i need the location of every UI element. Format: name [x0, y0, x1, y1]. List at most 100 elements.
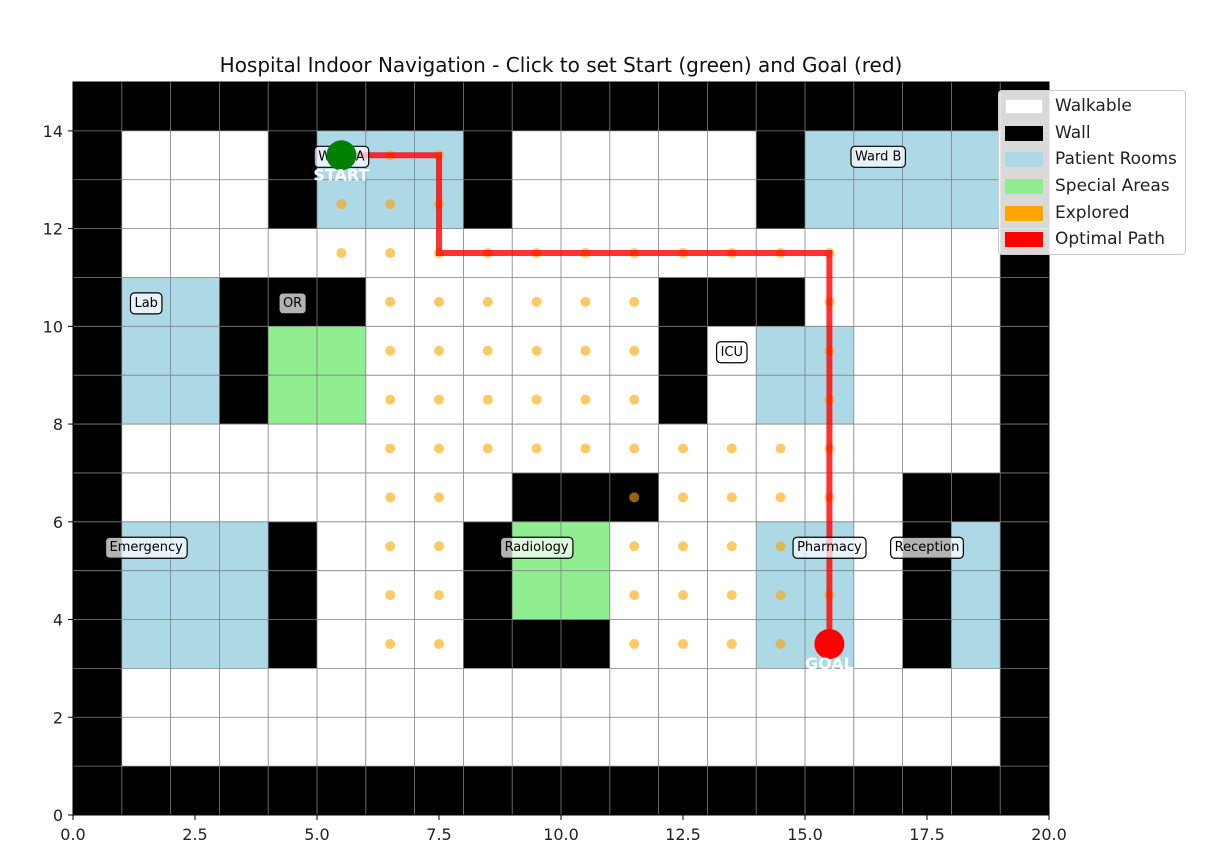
walkable-cell[interactable]: [463, 717, 513, 767]
walkable-cell[interactable]: [512, 668, 561, 718]
patient-room-cell[interactable]: [121, 326, 171, 376]
patient-room-cell[interactable]: [121, 619, 171, 669]
walkable-cell[interactable]: [951, 717, 1001, 767]
patient-room-cell[interactable]: [170, 570, 220, 620]
walkable-cell[interactable]: [853, 717, 903, 767]
walkable-cell[interactable]: [121, 130, 171, 180]
walkable-cell[interactable]: [317, 570, 366, 620]
walkable-cell[interactable]: [853, 472, 903, 522]
grid-cells[interactable]: [73, 82, 1049, 815]
walkable-cell[interactable]: [609, 668, 659, 718]
patient-room-cell[interactable]: [170, 326, 220, 376]
walkable-cell[interactable]: [805, 717, 854, 767]
walkable-cell[interactable]: [707, 375, 757, 425]
walkable-cell[interactable]: [121, 668, 171, 718]
walkable-cell[interactable]: [561, 668, 610, 718]
walkable-cell[interactable]: [365, 668, 415, 718]
walkable-cell[interactable]: [707, 130, 757, 180]
special-area-cell[interactable]: [317, 375, 366, 425]
walkable-cell[interactable]: [121, 424, 171, 473]
patient-room-cell[interactable]: [219, 570, 269, 620]
walkable-cell[interactable]: [853, 619, 903, 669]
special-area-cell[interactable]: [317, 326, 366, 376]
patient-room-cell[interactable]: [121, 375, 171, 425]
walkable-cell[interactable]: [170, 228, 220, 278]
walkable-cell[interactable]: [317, 424, 366, 473]
patient-room-cell[interactable]: [756, 326, 805, 376]
patient-room-cell[interactable]: [170, 277, 220, 327]
walkable-cell[interactable]: [902, 228, 952, 278]
walkable-cell[interactable]: [853, 277, 903, 327]
walkable-cell[interactable]: [121, 228, 171, 278]
walkable-cell[interactable]: [512, 717, 561, 767]
walkable-cell[interactable]: [951, 424, 1001, 473]
walkable-cell[interactable]: [219, 424, 269, 473]
patient-room-cell[interactable]: [951, 130, 1001, 180]
patient-room-cell[interactable]: [902, 130, 952, 180]
patient-room-cell[interactable]: [805, 179, 854, 229]
walkable-cell[interactable]: [121, 717, 171, 767]
walkable-cell[interactable]: [414, 717, 464, 767]
walkable-cell[interactable]: [707, 179, 757, 229]
walkable-cell[interactable]: [853, 424, 903, 473]
walkable-cell[interactable]: [512, 130, 561, 180]
patient-room-cell[interactable]: [902, 179, 952, 229]
walkable-cell[interactable]: [902, 326, 952, 376]
walkable-cell[interactable]: [756, 717, 805, 767]
walkable-cell[interactable]: [609, 717, 659, 767]
special-area-cell[interactable]: [561, 570, 610, 620]
patient-room-cell[interactable]: [951, 570, 1001, 620]
walkable-cell[interactable]: [463, 472, 513, 522]
walkable-cell[interactable]: [219, 717, 269, 767]
walkable-cell[interactable]: [121, 472, 171, 522]
start-marker[interactable]: [326, 140, 357, 171]
walkable-cell[interactable]: [268, 228, 317, 278]
walkable-cell[interactable]: [756, 668, 805, 718]
patient-room-cell[interactable]: [219, 521, 269, 571]
walkable-cell[interactable]: [219, 472, 269, 522]
walkable-cell[interactable]: [561, 130, 610, 180]
walkable-cell[interactable]: [317, 717, 366, 767]
special-area-cell[interactable]: [512, 570, 561, 620]
walkable-cell[interactable]: [170, 424, 220, 473]
walkable-cell[interactable]: [853, 375, 903, 425]
walkable-cell[interactable]: [609, 179, 659, 229]
walkable-cell[interactable]: [707, 717, 757, 767]
walkable-cell[interactable]: [170, 179, 220, 229]
patient-room-cell[interactable]: [121, 570, 171, 620]
walkable-cell[interactable]: [951, 277, 1001, 327]
walkable-cell[interactable]: [170, 717, 220, 767]
walkable-cell[interactable]: [317, 521, 366, 571]
patient-room-cell[interactable]: [170, 375, 220, 425]
patient-room-cell[interactable]: [951, 179, 1001, 229]
walkable-cell[interactable]: [170, 472, 220, 522]
walkable-cell[interactable]: [805, 668, 854, 718]
patient-room-cell[interactable]: [170, 619, 220, 669]
walkable-cell[interactable]: [268, 717, 317, 767]
special-area-cell[interactable]: [268, 326, 317, 376]
patient-room-cell[interactable]: [951, 619, 1001, 669]
walkable-cell[interactable]: [561, 717, 610, 767]
walkable-cell[interactable]: [707, 668, 757, 718]
walkable-cell[interactable]: [170, 130, 220, 180]
walkable-cell[interactable]: [951, 375, 1001, 425]
walkable-cell[interactable]: [658, 130, 708, 180]
walkable-cell[interactable]: [512, 179, 561, 229]
walkable-cell[interactable]: [658, 717, 708, 767]
special-area-cell[interactable]: [268, 375, 317, 425]
walkable-cell[interactable]: [268, 668, 317, 718]
walkable-cell[interactable]: [853, 228, 903, 278]
walkable-cell[interactable]: [951, 668, 1001, 718]
walkable-cell[interactable]: [853, 326, 903, 376]
walkable-cell[interactable]: [268, 424, 317, 473]
walkable-cell[interactable]: [902, 277, 952, 327]
walkable-cell[interactable]: [365, 717, 415, 767]
walkable-cell[interactable]: [902, 375, 952, 425]
walkable-cell[interactable]: [219, 228, 269, 278]
walkable-cell[interactable]: [658, 179, 708, 229]
walkable-cell[interactable]: [902, 424, 952, 473]
walkable-cell[interactable]: [853, 668, 903, 718]
walkable-cell[interactable]: [951, 228, 1001, 278]
walkable-cell[interactable]: [121, 179, 171, 229]
walkable-cell[interactable]: [414, 668, 464, 718]
